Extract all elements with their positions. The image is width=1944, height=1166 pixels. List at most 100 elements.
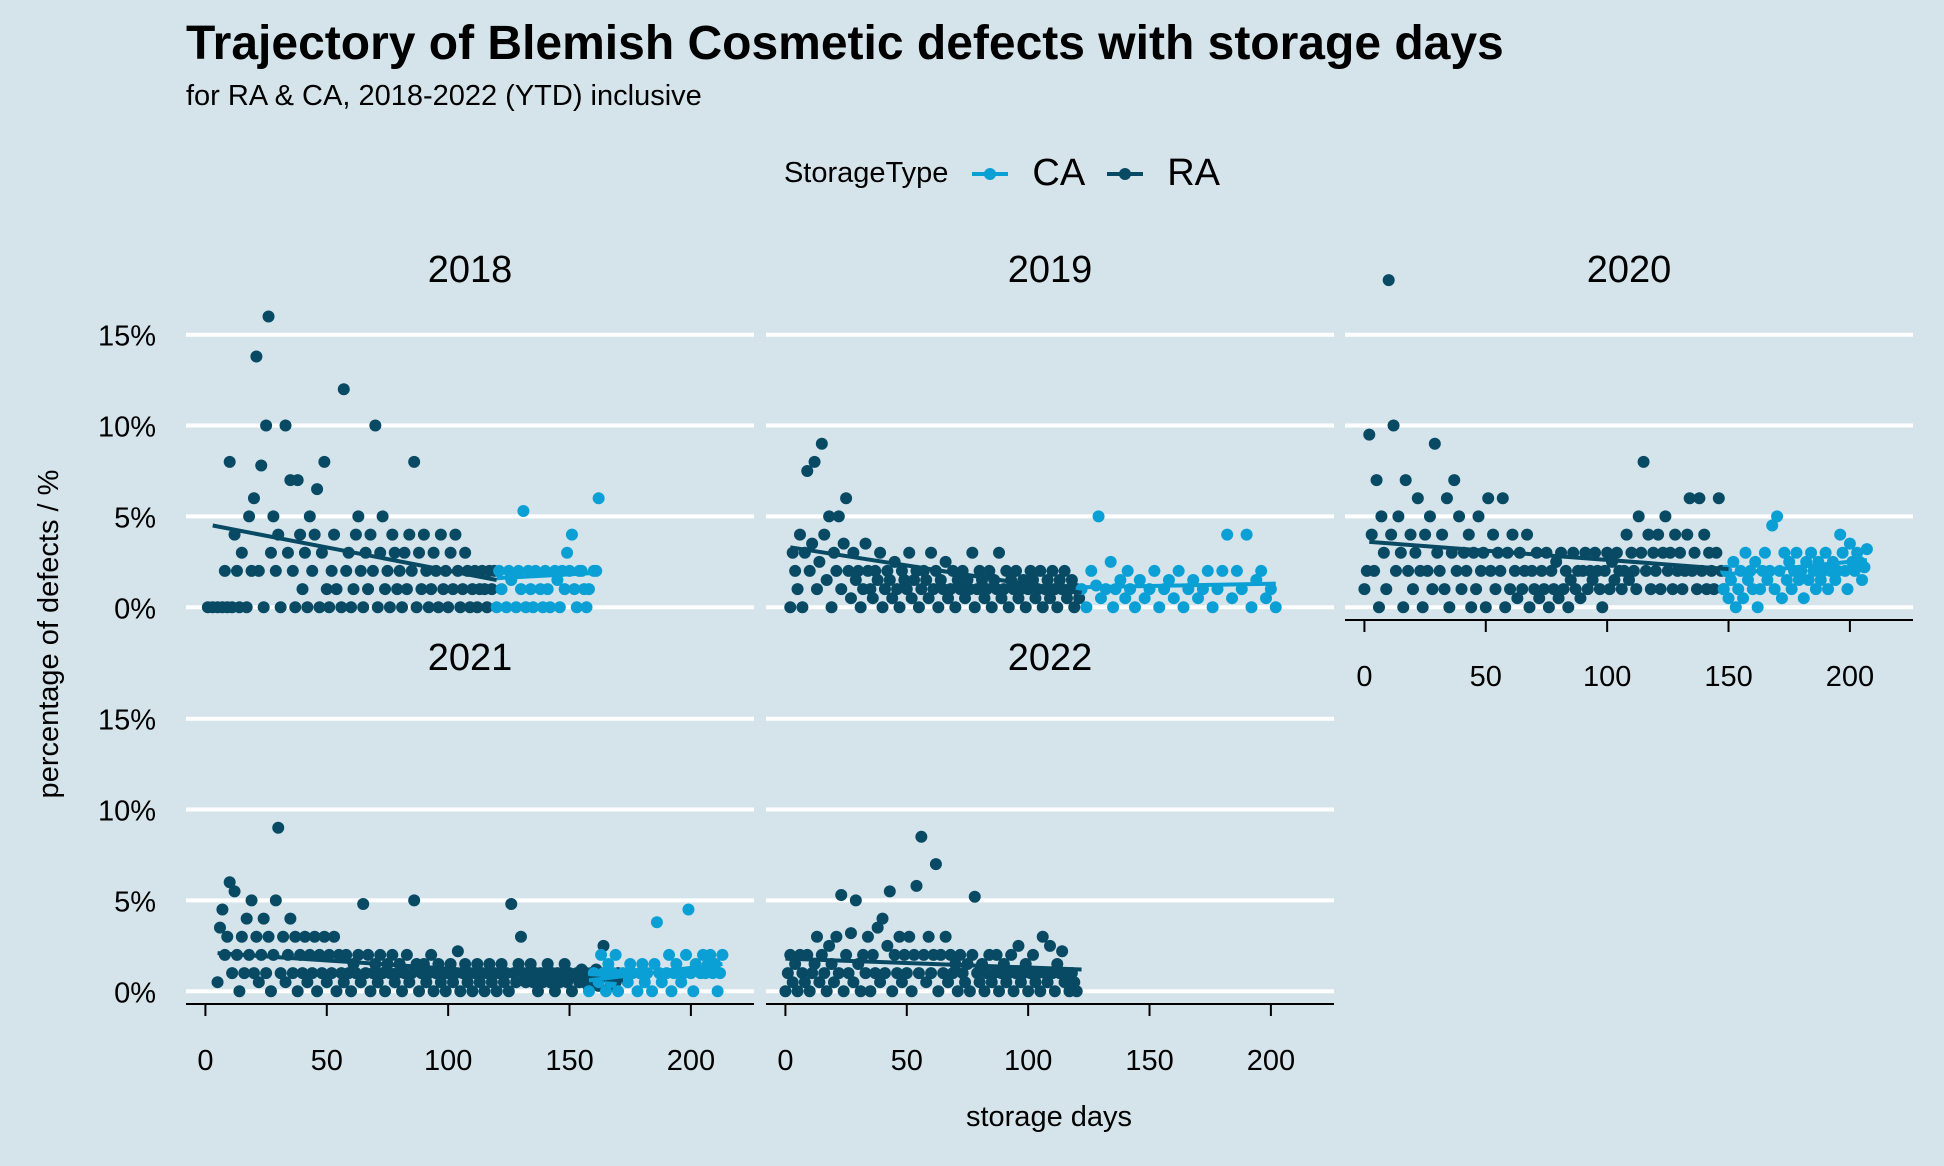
legend-item-ca: CA xyxy=(970,152,1085,195)
ra-point xyxy=(1041,574,1054,587)
ca-point xyxy=(609,948,622,961)
ra-point xyxy=(318,930,331,943)
ra-point xyxy=(425,948,438,961)
ca-point xyxy=(1819,546,1832,559)
x-tick-label: 150 xyxy=(1704,661,1752,693)
ca-point xyxy=(1255,564,1268,577)
ra-point xyxy=(1579,546,1592,559)
ca-point xyxy=(1771,510,1784,523)
ca-point xyxy=(565,528,578,541)
ra-point xyxy=(213,921,226,934)
facet-label: 2022 xyxy=(1008,637,1093,679)
ca-point xyxy=(646,985,659,998)
ra-point xyxy=(1036,930,1049,943)
ra-point xyxy=(230,564,243,577)
ra-point xyxy=(1542,601,1555,614)
ra-point xyxy=(1058,976,1071,989)
ra-point xyxy=(995,592,1008,605)
ra-point xyxy=(257,601,270,614)
ra-point xyxy=(1681,528,1694,541)
ca-point xyxy=(1121,564,1134,577)
ra-point xyxy=(830,930,843,943)
ra-point xyxy=(512,958,525,971)
ra-point xyxy=(973,976,986,989)
ra-point xyxy=(400,583,413,596)
ra-point xyxy=(1358,583,1371,596)
ra-point xyxy=(1562,601,1575,614)
ra-point xyxy=(1470,583,1483,596)
ra-point xyxy=(558,958,571,971)
ra-point xyxy=(1669,528,1682,541)
ca-point xyxy=(517,504,530,517)
ra-point xyxy=(296,967,309,980)
ra-point xyxy=(871,921,884,934)
ra-point xyxy=(934,948,947,961)
ra-point xyxy=(308,528,321,541)
ca-point xyxy=(1119,592,1132,605)
ca-point xyxy=(582,985,595,998)
ra-point xyxy=(252,976,265,989)
ra-point xyxy=(240,601,253,614)
ca-point xyxy=(1805,546,1818,559)
ra-point xyxy=(345,985,358,998)
ca-point xyxy=(541,583,554,596)
ra-point xyxy=(1056,945,1069,958)
ra-point xyxy=(1433,564,1446,577)
ca-point xyxy=(580,601,593,614)
ca-point xyxy=(1775,592,1788,605)
ca-point xyxy=(1724,574,1737,587)
ca-point xyxy=(636,958,649,971)
ca-point xyxy=(1226,592,1239,605)
y-tick-label: 0% xyxy=(114,593,156,625)
ra-point xyxy=(779,985,792,998)
legend-item-ra: RA xyxy=(1105,152,1220,195)
ra-point xyxy=(301,601,314,614)
ra-point xyxy=(973,564,986,577)
ra-point xyxy=(466,985,479,998)
ca-point xyxy=(714,967,727,980)
ca-point xyxy=(1768,583,1781,596)
ca-point xyxy=(1802,574,1815,587)
ra-point xyxy=(459,958,472,971)
ca-point xyxy=(553,601,566,614)
ca-point xyxy=(1836,546,1849,559)
ra-point xyxy=(1065,574,1078,587)
ra-point xyxy=(993,985,1006,998)
x-tick-label: 100 xyxy=(1583,661,1631,693)
ra-point xyxy=(405,967,418,980)
ra-point xyxy=(871,574,884,587)
ra-point xyxy=(1411,492,1424,505)
ra-point xyxy=(796,967,809,980)
ra-point xyxy=(454,985,467,998)
ra-point xyxy=(835,888,848,901)
ra-point xyxy=(240,912,253,925)
ca-point xyxy=(650,916,663,929)
ra-point xyxy=(269,564,282,577)
ra-point xyxy=(1070,985,1083,998)
ra-point xyxy=(832,967,845,980)
ra-point xyxy=(898,948,911,961)
ra-point xyxy=(447,976,460,989)
ra-point xyxy=(1496,492,1509,505)
ra-point xyxy=(1581,583,1594,596)
legend-label-ca: CA xyxy=(1032,152,1086,194)
ra-point xyxy=(1639,564,1652,577)
ra-point xyxy=(1654,583,1667,596)
ca-point xyxy=(1206,601,1219,614)
ra-point xyxy=(1380,583,1393,596)
ca-point xyxy=(1783,555,1796,568)
ra-point xyxy=(1029,976,1042,989)
ra-point xyxy=(849,894,862,907)
ra-point xyxy=(362,583,375,596)
ra-point xyxy=(323,948,336,961)
facet-panel-2022: 2022 0 50 100 150 200 xyxy=(766,637,1334,1077)
ca-trend-line xyxy=(588,962,723,983)
ra-point xyxy=(854,601,867,614)
ra-point xyxy=(1397,601,1410,614)
ra-point xyxy=(903,930,916,943)
ra-point xyxy=(269,894,282,907)
ra-point xyxy=(383,601,396,614)
ra-point xyxy=(274,601,287,614)
ra-point xyxy=(854,985,867,998)
ra-point xyxy=(471,958,484,971)
